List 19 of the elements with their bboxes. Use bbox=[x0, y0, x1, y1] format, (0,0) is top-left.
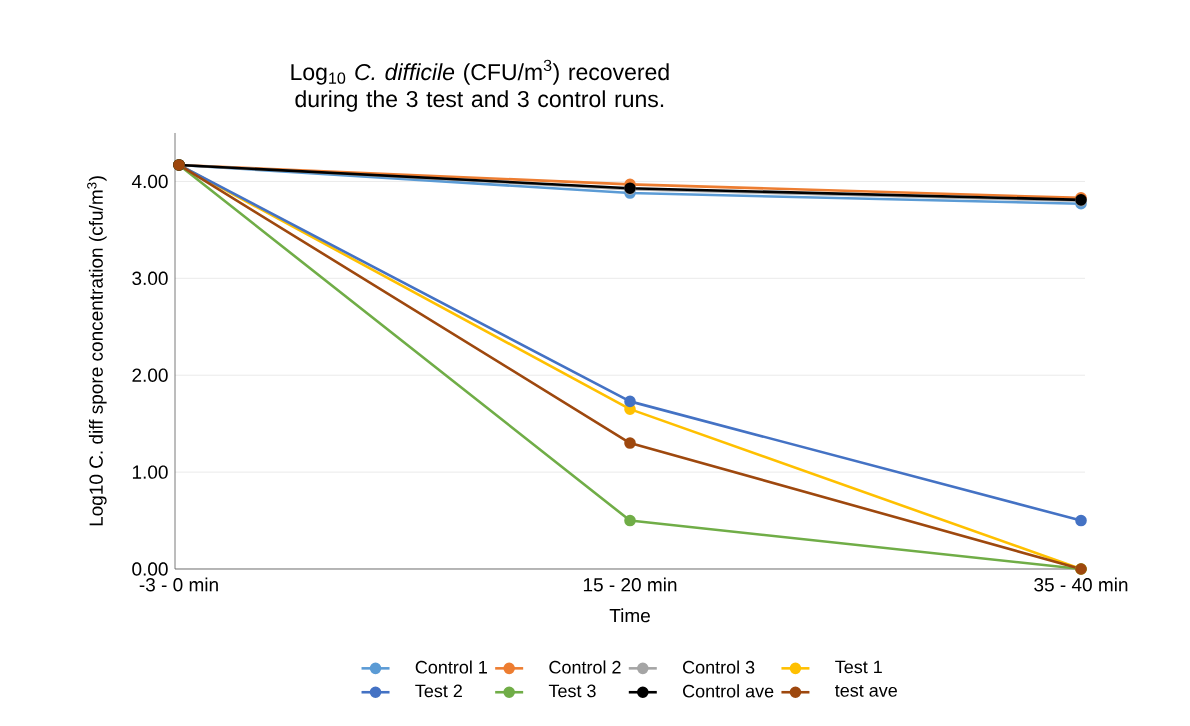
legend-label: Test 3 bbox=[548, 684, 596, 698]
legend-label: Test 1 bbox=[835, 660, 882, 674]
legend-label: Test 2 bbox=[415, 684, 462, 698]
x-axis-title: Time bbox=[609, 608, 650, 623]
legend-label: test ave bbox=[835, 684, 897, 697]
y-tick-label: 0.00 bbox=[132, 562, 168, 576]
legend-label: Control 1 bbox=[415, 660, 487, 674]
legend-label: Control ave bbox=[683, 684, 774, 698]
y-axis-title: Log10 C. diff spore concentration (cfu/m$^{3}$) bbox=[87, 176, 107, 526]
legend-label: Control 3 bbox=[683, 660, 755, 674]
y-tick-label: 3.00 bbox=[132, 271, 168, 286]
y-tick-label: 1.00 bbox=[132, 465, 168, 479]
y-tick-label: 2.00 bbox=[132, 368, 168, 382]
legend-label: Control 2 bbox=[549, 660, 621, 674]
y-tick-label: 4.00 bbox=[131, 174, 168, 189]
x-tick-label: -3 - 0 min bbox=[139, 577, 218, 592]
x-tick-label: 35 - 40 min bbox=[1034, 577, 1128, 592]
chart-title: Log$_{10}$ C. difficile (CFU/m$^{3}$) recovered during the 3 test and 3 control runs. bbox=[291, 59, 669, 112]
x-tick-label: 15 - 20 min bbox=[583, 577, 677, 592]
